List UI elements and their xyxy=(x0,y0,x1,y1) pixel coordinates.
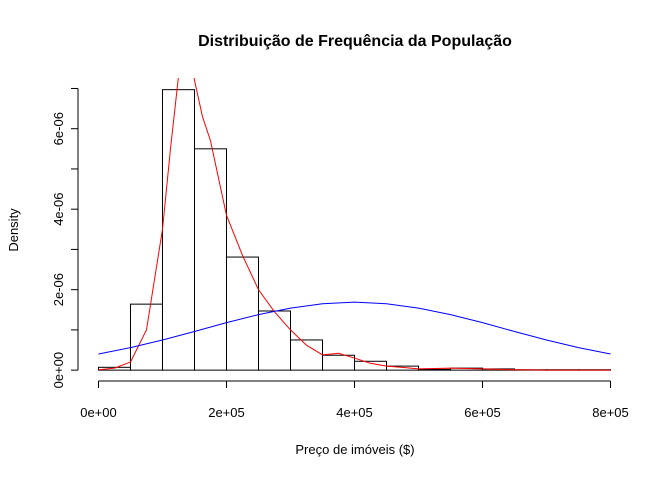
x-tick-label: 0e+00 xyxy=(80,405,117,420)
y-tick-label: 6e-06 xyxy=(51,112,66,145)
x-tick-label: 2e+05 xyxy=(208,405,245,420)
y-axis-label: Density xyxy=(6,208,21,252)
axes: 0e+00 2e+05 4e+05 6e+05 8e+05 0e+00 2e-06 4e-06… xyxy=(51,87,629,420)
bar xyxy=(321,354,355,371)
plot-area xyxy=(97,78,612,371)
x-tick-label: 8e+05 xyxy=(592,405,629,420)
x-tick-label: 6e+05 xyxy=(464,405,501,420)
bar xyxy=(193,148,227,371)
bar xyxy=(225,256,259,371)
density-line xyxy=(98,78,611,371)
x-axis-label: Preço de imóveis ($) xyxy=(295,442,414,457)
y-tick-label: 2e-06 xyxy=(51,273,66,306)
bar xyxy=(386,365,420,371)
bar xyxy=(129,303,163,371)
chart-title: Distribuição de Frequência da População xyxy=(198,33,512,50)
bar xyxy=(161,89,195,371)
density-line xyxy=(98,301,611,355)
bar xyxy=(257,310,291,371)
y-tick-label: 0e+00 xyxy=(51,352,66,389)
y-tick-label: 4e-06 xyxy=(51,193,66,226)
x-tick-label: 4e+05 xyxy=(336,405,373,420)
bar xyxy=(289,339,323,371)
bar xyxy=(418,368,452,371)
